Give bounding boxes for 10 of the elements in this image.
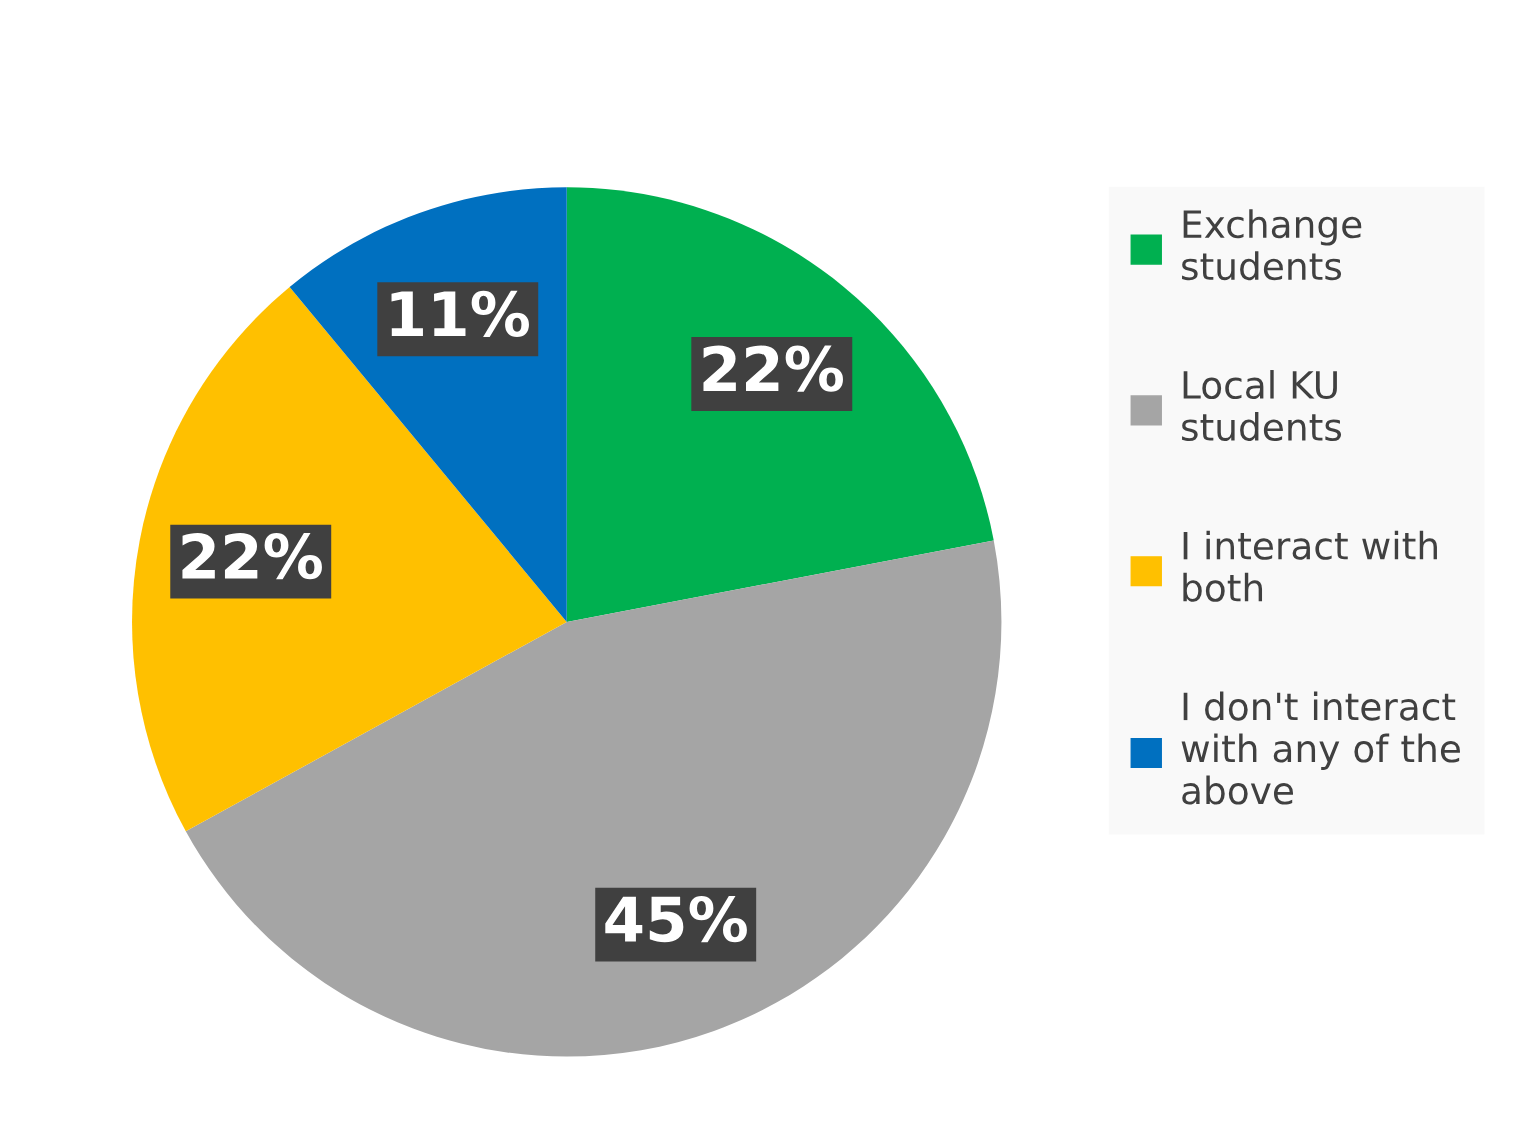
pie-slice (132, 286, 567, 832)
legend-label: I interact with both (1183, 530, 1437, 602)
data-label: 45% (605, 896, 747, 943)
legend-label: I don't interact with any of the above (1181, 691, 1460, 805)
pie-slice (566, 187, 994, 622)
legend-label: Exchange students (1182, 209, 1362, 281)
data-label: 22% (182, 533, 322, 580)
data-label: 22% (703, 345, 843, 392)
data-label: 11% (391, 290, 529, 337)
legend-label: Local KU students (1182, 370, 1342, 442)
